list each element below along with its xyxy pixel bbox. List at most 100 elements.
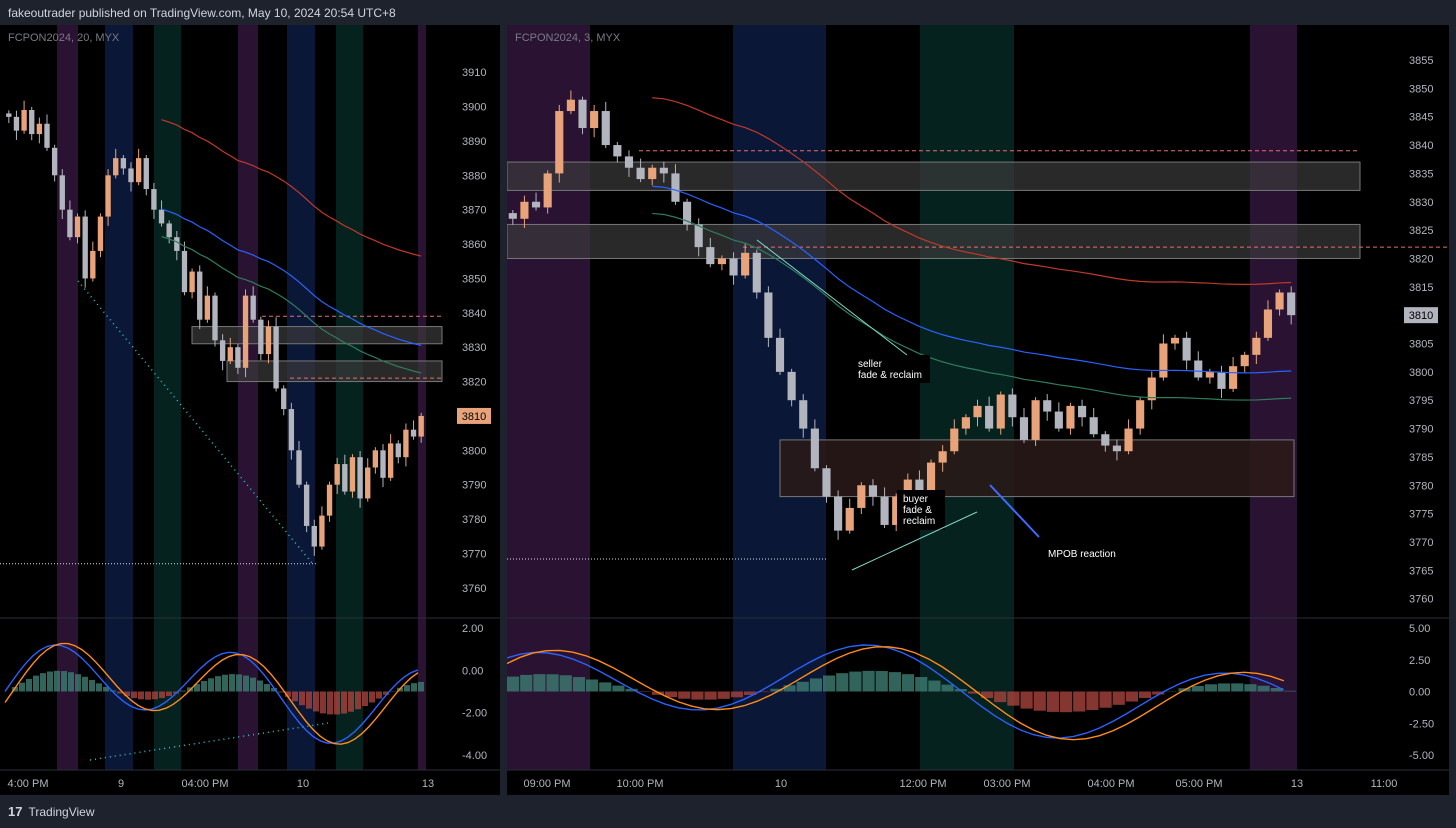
candle-body: [1159, 343, 1168, 378]
histogram-bar: [1152, 691, 1165, 695]
candle-body: [683, 201, 692, 225]
candle-body: [787, 371, 796, 401]
histogram-bar: [264, 684, 270, 692]
candle-body: [752, 252, 761, 293]
time-tick-1: 9: [118, 778, 124, 790]
candle-body: [151, 189, 157, 210]
candle-body: [938, 451, 947, 463]
histogram-bar: [292, 691, 298, 702]
histogram-bar: [54, 670, 60, 692]
candle-body: [694, 224, 703, 248]
candle-body: [868, 485, 878, 497]
session-band-6: [418, 25, 426, 770]
price-tick-9: 3820: [462, 377, 486, 389]
candle-body: [395, 443, 401, 458]
candle-body: [1275, 292, 1284, 310]
candle-body: [1170, 337, 1180, 344]
histogram-bar: [124, 691, 130, 697]
candle-body: [204, 295, 211, 320]
histogram-bar: [131, 691, 137, 699]
chart-panel-left[interactable]: 3910 3900 3890 3880 3870 3860 3850 3840 3830 3820…: [0, 25, 500, 795]
candle-body: [67, 209, 73, 238]
candle-body: [36, 123, 43, 135]
histogram-bar: [362, 691, 368, 707]
osc-fast-line: [4, 644, 419, 744]
histogram-bar: [665, 691, 678, 698]
price-tick-12: 3795: [1409, 395, 1433, 407]
histogram-bar: [533, 674, 546, 692]
price-tick-5: 3860: [462, 239, 486, 251]
supply-zone-1: [507, 223, 1361, 259]
candle-body: [1287, 292, 1296, 316]
histogram-bar: [1204, 684, 1217, 692]
candle-body: [227, 347, 233, 361]
annotation-text-1: buyer: [903, 494, 929, 505]
histogram-bar: [103, 686, 109, 692]
histogram-bar: [236, 674, 242, 692]
candle-body: [613, 145, 622, 157]
price-tick-3: 3840: [1409, 140, 1433, 152]
candle-body: [380, 450, 386, 478]
candle-body: [365, 467, 371, 499]
histogram-bar: [341, 691, 347, 714]
candle-body: [326, 484, 333, 516]
histogram-bar: [411, 683, 417, 692]
last-price-tag: [1404, 307, 1438, 324]
annotation-text-0: fade & reclaim: [858, 370, 922, 381]
price-tick-6: 3850: [462, 273, 486, 285]
candle-body: [1263, 309, 1273, 338]
histogram-bar: [546, 674, 559, 692]
candle-body: [996, 394, 1005, 429]
time-tick-6: 05:00 PM: [1175, 778, 1222, 790]
candle-body: [273, 326, 279, 389]
price-tick-11: 3800: [1409, 367, 1433, 379]
candle-body: [706, 247, 715, 265]
candle-body: [764, 292, 773, 338]
histogram-bar: [285, 691, 291, 697]
osc-tick-1: 2.50: [1409, 655, 1430, 667]
time-tick-2: 04:00 PM: [181, 778, 228, 790]
price-tick-8: 3830: [462, 342, 486, 354]
candle-body: [311, 525, 317, 547]
histogram-bar: [1231, 683, 1244, 692]
price-tick-13: 3790: [1409, 424, 1433, 436]
price-tick-18: 3765: [1409, 565, 1433, 577]
histogram-bar: [250, 677, 256, 692]
candle-body: [555, 111, 564, 174]
candle-body: [372, 450, 379, 468]
histogram-bar: [61, 671, 67, 692]
candle-body: [961, 417, 970, 429]
candle-body: [250, 295, 256, 320]
candle-body: [624, 156, 634, 168]
candle-body: [51, 147, 58, 176]
candle-body: [135, 158, 142, 183]
candle-body: [950, 428, 959, 452]
chart-panel-right[interactable]: 3855 3850 3845 3840 3835 3830 3825 3820 3815 3810…: [507, 25, 1449, 795]
session-band-0: [507, 25, 590, 770]
histogram-bar: [744, 691, 757, 695]
candle-body: [810, 428, 819, 469]
candle-body: [926, 462, 936, 491]
histogram-bar: [757, 691, 770, 693]
candle-body: [29, 110, 35, 135]
candle-body: [6, 113, 12, 117]
candle-body: [1019, 417, 1029, 440]
candle-body: [1112, 445, 1121, 452]
candle-body: [729, 258, 738, 276]
time-tick-4: 03:00 PM: [983, 778, 1030, 790]
histogram-bar: [1007, 691, 1020, 706]
histogram-bar: [717, 691, 730, 699]
candle-body: [235, 347, 241, 368]
price-tick-17: 3770: [1409, 537, 1433, 549]
chart-canvas-right[interactable]: 3855 3850 3845 3840 3835 3830 3825 3820 3815 3810…: [507, 25, 1449, 795]
price-tick-2: 3845: [1409, 112, 1433, 124]
chart-canvas-left[interactable]: 3910 3900 3890 3880 3870 3860 3850 3840 3830 3820…: [0, 25, 500, 795]
histogram-bar: [271, 688, 277, 692]
histogram-bar: [117, 691, 123, 694]
price-tick-1: 3850: [1409, 83, 1433, 95]
candle-body: [531, 201, 541, 208]
candle-body: [1008, 394, 1017, 418]
price-tick-10: 3805: [1409, 339, 1433, 351]
histogram-bar: [704, 691, 717, 700]
price-tick-11: 3800: [462, 445, 486, 457]
